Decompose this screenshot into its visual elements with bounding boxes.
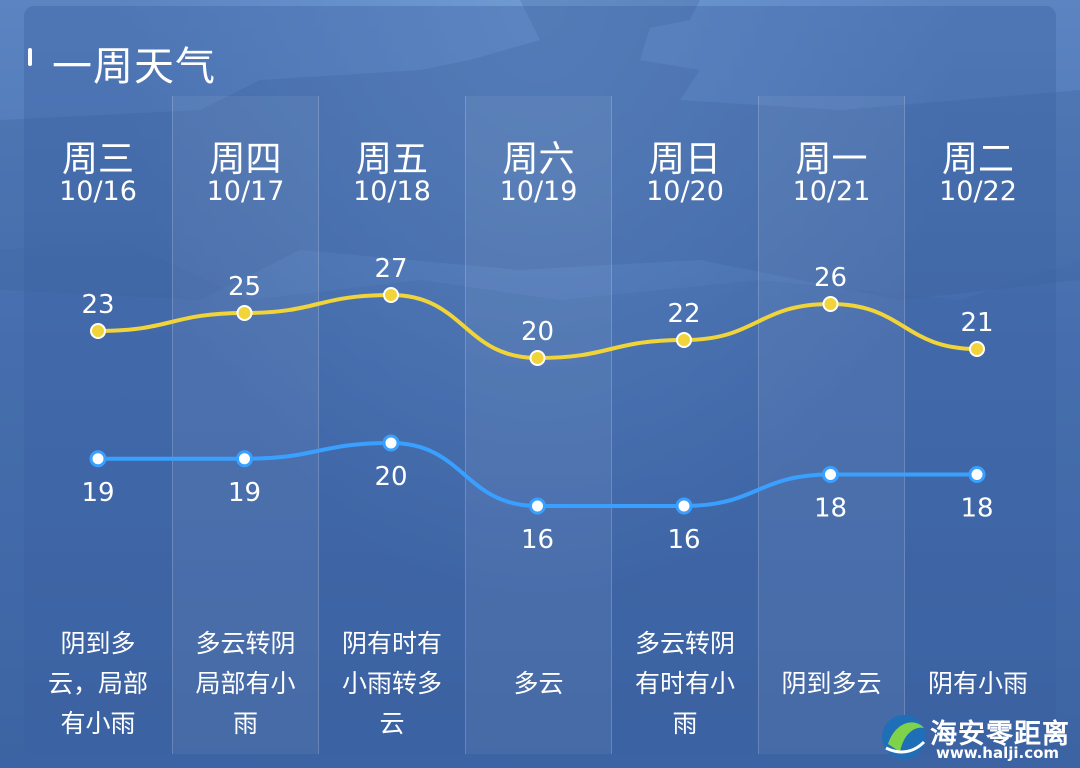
low-temp-point [675, 497, 693, 515]
day-column: 周三 10/16 阴到多云，局部有小雨 [25, 96, 171, 754]
high-temp-label: 21 [960, 308, 993, 338]
panel-title: 一周天气 [52, 44, 216, 90]
description-line: 云 [379, 709, 405, 738]
high-temp-point [969, 341, 985, 357]
watermark-url: www.halji.com [936, 744, 1060, 762]
description-line: 小雨转多 [341, 669, 442, 698]
watermark-logo: 海安零距离 www.halji.com [878, 710, 1074, 764]
high-temp-point [90, 323, 106, 339]
low-temp-label: 16 [667, 525, 700, 555]
description-line: 阴到多 [60, 629, 136, 658]
low-temp-point [529, 497, 546, 515]
high-temp-point [236, 305, 253, 321]
day-column: 周五 10/18 阴有时有小雨转多云 [318, 96, 465, 754]
weather-description: 多云转阴 有时有小雨 [620, 624, 750, 744]
description-line: 阴有时有 [341, 629, 442, 658]
weekly-weather-panel: 一周天气 周三 10/16 阴到多 云，局部 有小雨 周四 10/17 多云转阴 局部有小雨周五… [24, 6, 1056, 754]
day-date: 10/17 [206, 176, 285, 207]
description-line: 雨 [232, 709, 258, 738]
logo-globe-icon [882, 715, 926, 759]
low-temp-label: 19 [81, 478, 114, 508]
low-temp-point [89, 450, 107, 468]
high-temp-point [383, 287, 399, 303]
high-temp-label: 25 [228, 272, 261, 302]
low-temp-label: 18 [960, 494, 993, 524]
high-temp-label: 26 [814, 263, 847, 293]
day-date: 10/16 [59, 176, 137, 207]
weather-description: 多云转阴 局部有小雨 [181, 624, 311, 744]
low-temp-point [968, 466, 986, 483]
high-temp-label: 23 [81, 290, 114, 320]
description-line: 阴到多云 [781, 669, 882, 698]
description-line: 局部有小 [195, 669, 296, 698]
day-columns: 周三 10/16 阴到多 云，局部 有小雨 周四 10/17 多云转阴 局部有小雨周五 10/18… [24, 96, 1056, 754]
high-temp-point [822, 296, 839, 312]
temperature-chart: 23 25 27 20 22 26 21 19 19 20 16 16 18 18 [81, 254, 993, 555]
low-temp-label: 16 [521, 525, 554, 555]
description-line: 多云转阴 [195, 629, 296, 658]
description-line: 有小雨 [60, 709, 136, 738]
low-temp-point [236, 450, 253, 468]
high-temp-label: 27 [374, 254, 407, 284]
day-column: 周四 10/17 多云转阴局部有小雨 [171, 96, 319, 754]
day-column: 周一 10/21 阴到多云 [757, 96, 905, 754]
description-line: 多云 [513, 669, 564, 698]
description-line: 云，局部 [47, 669, 148, 698]
day-name: 周三 [61, 139, 134, 180]
day-name: 周五 [355, 139, 428, 180]
low-temp-label: 19 [228, 478, 261, 508]
day-date: 10/21 [792, 176, 871, 207]
description-line: 阴有小雨 [927, 669, 1028, 698]
panel-header: 一周天气 [24, 6, 1056, 94]
day-date: 10/19 [499, 176, 578, 207]
day-column: 周六 10/19 多云 [464, 96, 612, 754]
description-line: 多云转阴 [634, 629, 735, 658]
description-line: 有时有小 [634, 669, 735, 698]
day-name: 周一 [795, 139, 868, 180]
day-column: 周二 10/22 阴有小雨 [904, 96, 1051, 754]
high-temp-point [676, 332, 692, 348]
weather-description: 阴到多云 [767, 664, 897, 704]
high-temp-label: 20 [521, 317, 554, 347]
day-name: 周六 [502, 139, 575, 180]
weather-description: 阴到多云，局部有小雨 [33, 624, 163, 744]
day-date: 10/18 [353, 176, 431, 207]
day-date: 10/22 [939, 176, 1017, 207]
day-column: 周日 10/20 多云转阴有时有小雨 [611, 96, 758, 754]
low-temp-label: 20 [374, 462, 407, 492]
high-temp-point [529, 350, 546, 366]
day-name: 周二 [941, 139, 1014, 180]
day-date: 10/20 [646, 176, 724, 207]
low-temp-point [382, 434, 400, 452]
weather-description: 阴有时有 小雨转多云 [327, 624, 457, 744]
high-temp-label: 22 [667, 299, 700, 329]
day-name: 周四 [209, 139, 282, 180]
low-temp-point [822, 466, 839, 483]
title-accent-bar [28, 48, 32, 66]
weather-description: 阴有小雨 [913, 664, 1043, 704]
low-temp-label: 18 [814, 494, 847, 524]
watermark-name: 海安零距离 [930, 719, 1070, 750]
weather-description: 多云 [474, 664, 604, 704]
description-line: 雨 [672, 709, 698, 738]
day-name: 周日 [648, 139, 721, 180]
